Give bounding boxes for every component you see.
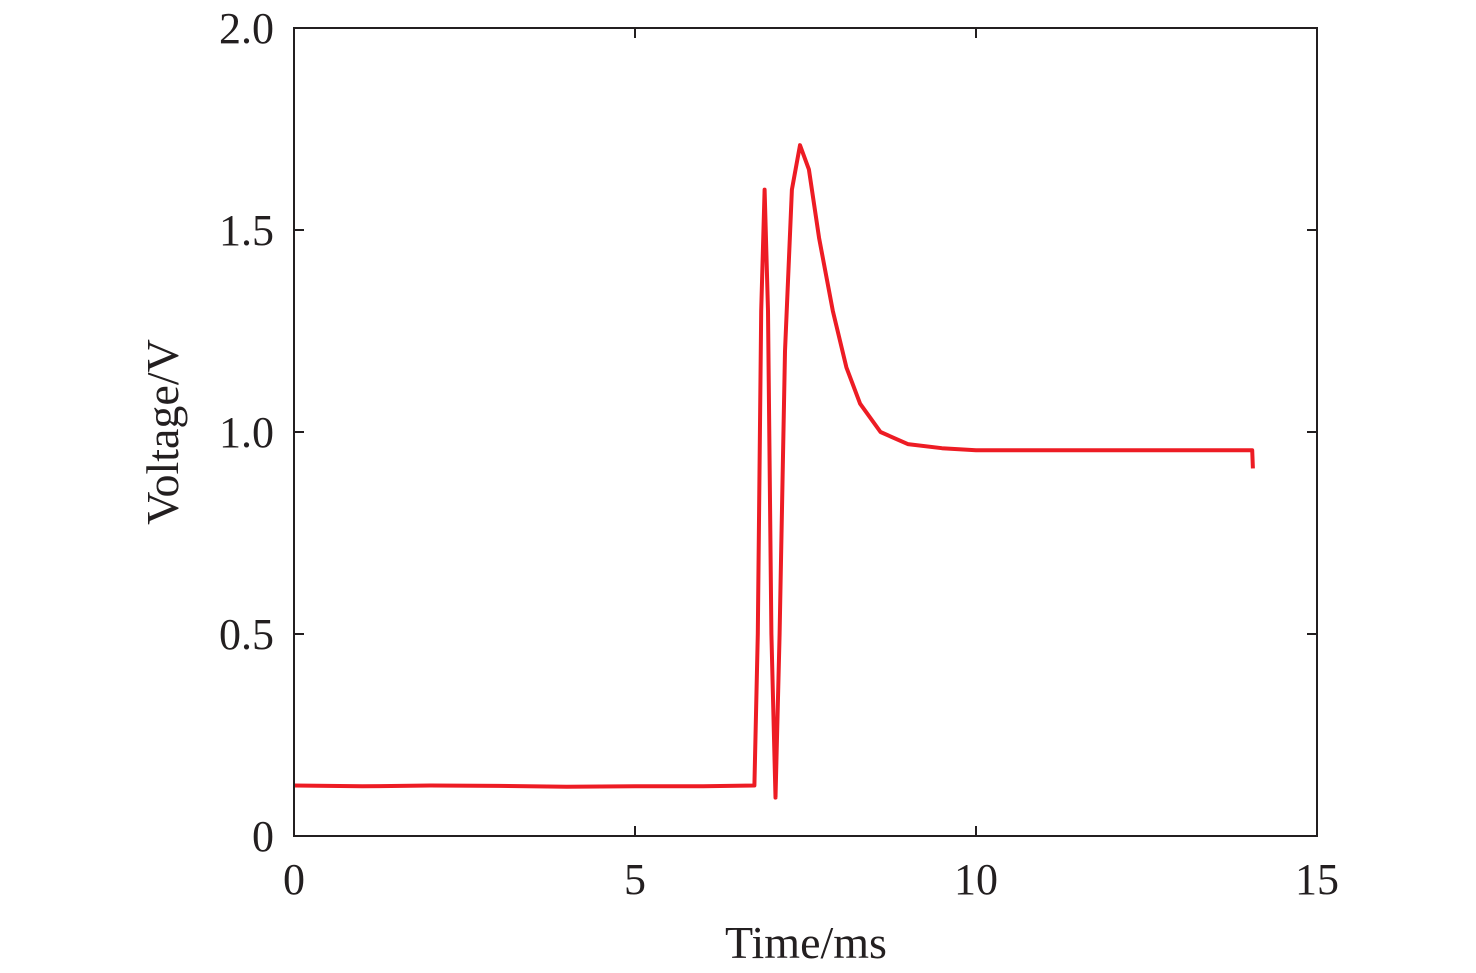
plot-frame [293,27,1318,837]
y-tick-label: 1.5 [219,206,274,255]
x-tick-label: 5 [624,855,646,904]
y-tick-label: 1.0 [219,408,274,457]
voltage-series-line [293,143,1255,800]
y-tick-label: 2.0 [219,4,274,53]
x-axis-label: Time/ms [725,917,887,968]
x-tick-label: 10 [954,855,998,904]
x-tick-label: 0 [283,855,305,904]
y-tick-label: 0 [252,812,274,861]
y-tick-label: 0.5 [219,610,274,659]
y-axis-label: Voltage/V [137,339,188,525]
x-tick-label: 15 [1295,855,1339,904]
